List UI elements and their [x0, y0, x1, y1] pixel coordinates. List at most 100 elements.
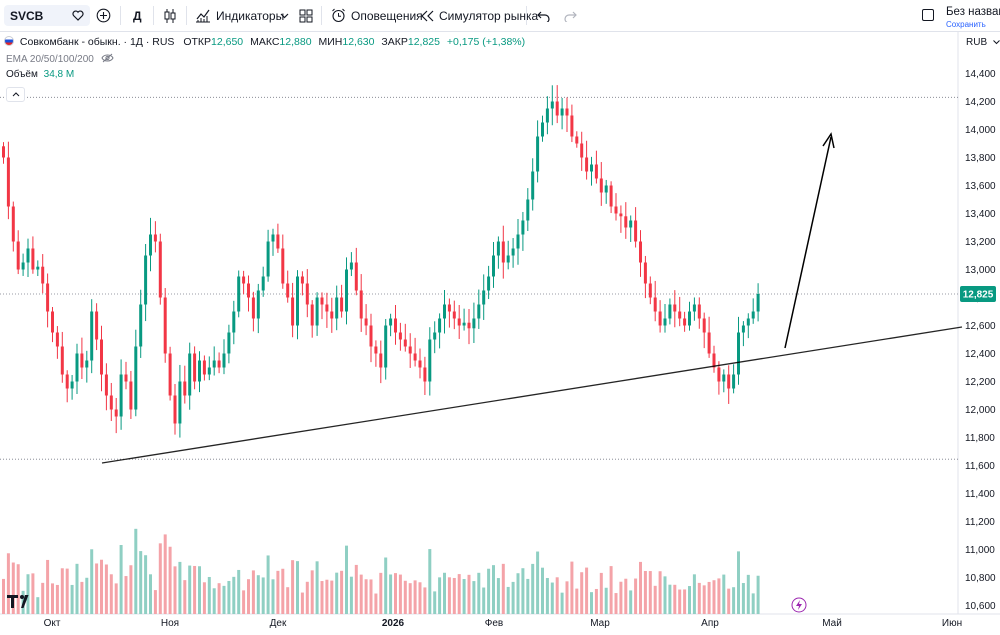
symbol-search[interactable]: SVCB [4, 5, 90, 26]
candle-body [492, 255, 495, 277]
price-tick-label: 13,000 [965, 265, 996, 276]
volume-bar [173, 566, 177, 614]
candle-body [364, 318, 368, 326]
high-value: 12,880 [279, 36, 312, 48]
volume-bar [36, 597, 40, 614]
top-toolbar: SVCB Д Индикаторы Опове [0, 0, 1000, 32]
candle-body [423, 367, 427, 382]
redo-button[interactable] [563, 0, 577, 31]
candle-body [389, 318, 393, 326]
candle-body [585, 157, 589, 172]
candle-body [36, 266, 40, 270]
volume-bar [354, 564, 358, 614]
candle-body [134, 346, 138, 410]
volume-bar [198, 566, 201, 614]
lightning-bolt [796, 600, 802, 610]
save-link[interactable]: Сохранить [946, 20, 986, 29]
volume-bars [2, 528, 760, 614]
time-tick-label: Май [822, 618, 842, 629]
open-label: ОТКР [183, 36, 212, 48]
volume-bar [109, 574, 113, 614]
interval-button[interactable]: Д [133, 8, 142, 23]
candle-body [158, 241, 162, 298]
replay-button[interactable]: Симулятор рынка [421, 0, 538, 31]
volume-bar [639, 561, 642, 614]
volume-bar [732, 587, 736, 614]
volume-bar [658, 571, 662, 614]
layout-name[interactable]: Без названи [946, 6, 1000, 18]
candle-body [202, 360, 206, 375]
volume-bar [85, 577, 89, 614]
candle-body [21, 262, 25, 270]
change-value: +0,175 (+1,38%) [446, 36, 526, 48]
collapse-legend-button[interactable] [6, 87, 25, 102]
volume-bar [335, 572, 339, 614]
volume-bar [340, 570, 344, 614]
candle-body [320, 297, 324, 305]
candle-body [369, 325, 373, 347]
time-tick-label: Фев [485, 618, 503, 629]
volume-bar [90, 549, 94, 614]
symbol-description[interactable]: Совкомбанк - обыкн. · 1Д · RUS [19, 36, 175, 48]
candle-body [570, 115, 574, 137]
candle-body [511, 248, 515, 256]
price-axis[interactable]: 14,400 14,200 14,000 13,800 13,600 13,400 13,2… [960, 69, 996, 612]
alerts-button[interactable]: Оповещения [331, 0, 423, 31]
time-axis[interactable]: Окт Ноя Дек 2026 Фев Мар Апр Май Июн [44, 618, 963, 629]
candle-body [168, 353, 172, 396]
candle-body [149, 234, 152, 256]
indicators-dropdown[interactable] [280, 0, 289, 31]
volume-bar [506, 586, 510, 614]
tv-logo-v [21, 595, 29, 608]
volume-bar [722, 574, 726, 614]
candle-body [80, 353, 84, 368]
heart-icon[interactable] [72, 10, 84, 21]
undo-button[interactable] [537, 0, 551, 31]
candle-body [330, 311, 334, 319]
close-label: ЗАКР [381, 36, 408, 48]
candle-body [139, 304, 143, 347]
candle-body [487, 276, 491, 291]
drawings[interactable] [101, 132, 963, 464]
ema-indicator-legend[interactable]: EMA 20/50/100/200 [6, 53, 114, 65]
candle-body [624, 216, 628, 228]
candle-body [6, 157, 10, 207]
layout-checkbox[interactable] [922, 9, 934, 21]
volume-bar [423, 587, 427, 614]
eye-hidden-icon[interactable] [101, 53, 114, 65]
compare-button[interactable] [96, 0, 111, 31]
candle-body [144, 255, 148, 305]
layouts-button[interactable] [299, 0, 313, 31]
candle-body [653, 297, 657, 312]
volume-bar [712, 580, 716, 614]
volume-bar [188, 565, 192, 614]
candle-body [11, 206, 15, 242]
candle-body [467, 322, 471, 329]
volume-legend[interactable]: Объём 34,8 M [6, 69, 74, 80]
volume-bar [443, 572, 446, 614]
candlestick-icon [162, 8, 178, 24]
candle-body [688, 311, 691, 326]
candle-body [374, 346, 378, 354]
candle-body [26, 248, 30, 263]
volume-bar [472, 581, 476, 614]
candle-body [496, 241, 500, 256]
currency-selector[interactable]: RUB [966, 37, 1000, 48]
volume-bar [158, 543, 162, 614]
price-tick-label: 13,600 [965, 181, 996, 192]
volume-bar [271, 579, 275, 614]
indicators-button[interactable]: Индикаторы [195, 0, 284, 31]
low-value: 12,630 [342, 36, 375, 48]
volume-bar [46, 559, 50, 614]
volume-bar [496, 578, 500, 614]
candle-body [472, 318, 476, 329]
candle-body [217, 360, 221, 368]
candle-body [678, 311, 682, 319]
volume-bar [389, 574, 393, 614]
volume-bar [482, 587, 486, 614]
chart-type-button[interactable] [162, 0, 178, 31]
candle-body [438, 318, 442, 333]
candle-body [531, 171, 535, 200]
volume-bar [560, 592, 564, 614]
